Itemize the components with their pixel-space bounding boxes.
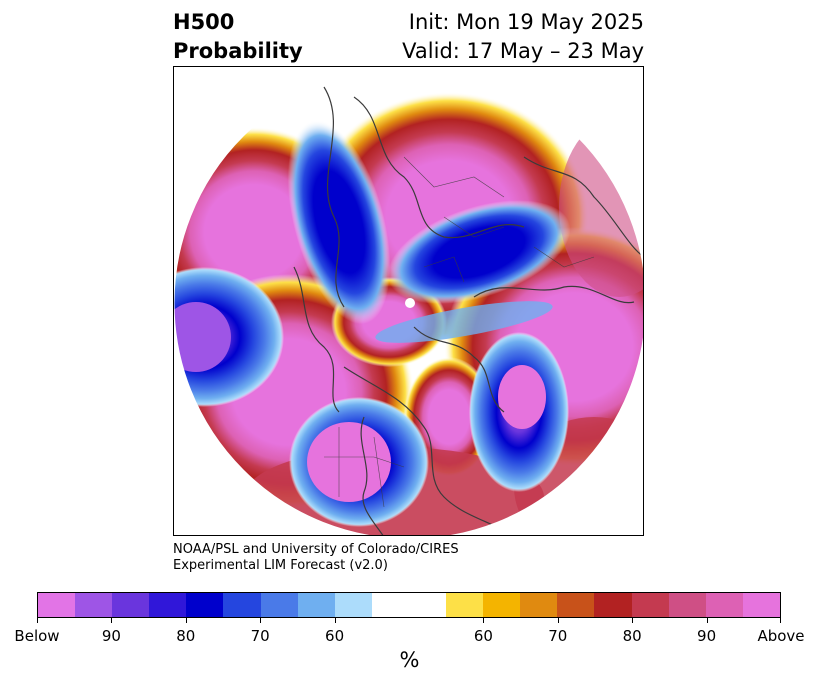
colorbar-tick <box>557 618 559 623</box>
high-core-atlantic <box>498 365 546 429</box>
colorbar-label: 90 <box>697 627 717 645</box>
colorbar-label: 80 <box>622 627 642 645</box>
probability-map <box>173 66 644 536</box>
title-type: Probability <box>173 39 303 63</box>
colorbar-tick <box>632 618 634 623</box>
colorbar-segment <box>483 593 521 617</box>
low-anomaly-asia <box>387 200 571 304</box>
low-anomaly-europe <box>287 119 391 325</box>
colorbar-tick <box>780 618 781 623</box>
colorbar-label: 60 <box>325 627 345 645</box>
colorbar <box>37 592 781 618</box>
colorbar-tick <box>185 618 187 623</box>
colorbar-segment <box>594 593 632 617</box>
colorbar-segment <box>705 593 743 617</box>
colorbar-segment <box>334 593 372 617</box>
colorbar-segment <box>223 593 261 617</box>
colorbar-segment <box>297 593 335 617</box>
map-svg <box>174 67 643 535</box>
high-anomaly-ne-edge <box>559 117 643 297</box>
valid-range: Valid: 17 May – 23 May <box>402 39 644 63</box>
credit: NOAA/PSL and University of Colorado/CIRE… <box>173 542 459 574</box>
colorbar-label: 80 <box>176 627 196 645</box>
colorbar-tick <box>260 618 262 623</box>
colorbar-segment <box>75 593 113 617</box>
colorbar-segment <box>38 593 76 617</box>
colorbar-tick <box>483 618 485 623</box>
colorbar-tick <box>37 618 38 623</box>
colorbar-label: 70 <box>250 627 270 645</box>
credit-line-1: NOAA/PSL and University of Colorado/CIRE… <box>173 542 459 557</box>
colorbar-segment <box>631 593 669 617</box>
colorbar-segment <box>186 593 224 617</box>
colorbar-label: Below <box>14 627 60 645</box>
colorbar-segment <box>149 593 187 617</box>
title-right: Init: Mon 19 May 2025 Valid: 17 May – 23… <box>402 8 644 66</box>
colorbar-tick <box>334 618 336 623</box>
coastlines <box>293 86 643 535</box>
colorbar-segment <box>112 593 150 617</box>
colorbar-label: 60 <box>473 627 493 645</box>
north-pole-marker <box>405 298 415 308</box>
colorbar-segment <box>557 593 595 617</box>
colorbar-segment <box>520 593 558 617</box>
colorbar-label: Above <box>757 627 805 645</box>
title-left: H500 Probability <box>173 8 303 66</box>
field-layer <box>174 67 643 535</box>
colorbar-unit: % <box>399 648 420 672</box>
colorbar-tick <box>706 618 708 623</box>
init-date: Init: Mon 19 May 2025 <box>408 10 644 34</box>
colorbar-segment <box>668 593 706 617</box>
colorbar-label: 70 <box>548 627 568 645</box>
colorbar-label: 90 <box>101 627 121 645</box>
credit-line-2: Experimental LIM Forecast (v2.0) <box>173 558 388 573</box>
colorbar-segment <box>742 593 780 617</box>
colorbar-segment <box>371 593 447 617</box>
colorbar-tick <box>111 618 113 623</box>
borders <box>324 156 595 508</box>
colorbar-segment <box>446 593 484 617</box>
colorbar-ticks: Below 90 80 70 60 60 70 80 90 Above <box>14 618 805 645</box>
title-variable: H500 <box>173 10 235 34</box>
high-core-west-us <box>307 422 391 502</box>
colorbar-segment <box>260 593 298 617</box>
